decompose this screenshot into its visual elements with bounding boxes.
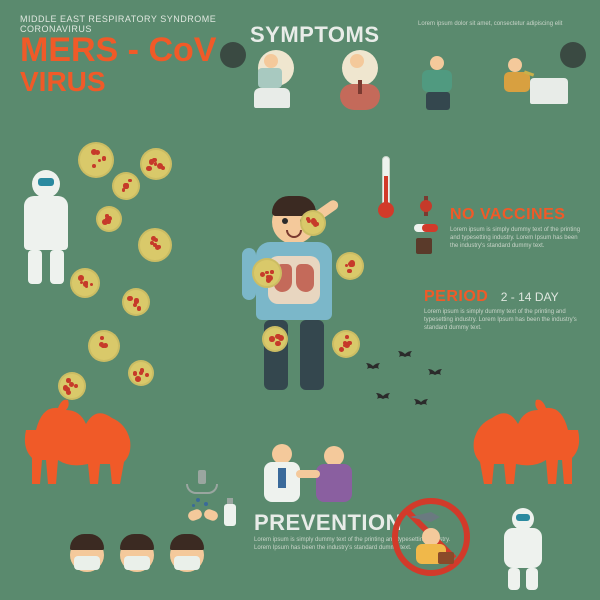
bat-icon (362, 362, 384, 380)
deco-dot-1 (220, 42, 246, 68)
virion (122, 288, 150, 316)
hazmat-figure-right (500, 508, 546, 592)
deco-dot-2 (560, 42, 586, 68)
period-row: PERIOD 2 - 14 DAY (424, 288, 559, 306)
virion (78, 142, 114, 178)
prevention-doctor (264, 444, 364, 512)
section-heading-novaccines: NO VACCINES (450, 206, 565, 224)
virion (96, 206, 122, 232)
symptom-toilet (252, 50, 330, 124)
period-value: 2 - 14 DAY (501, 290, 559, 304)
virion (332, 330, 360, 358)
period-lorem: Lorem ipsum is simply dummy text of the … (424, 308, 584, 332)
section-heading-prevention: PREVENTION (254, 510, 402, 536)
virion (262, 326, 288, 352)
infographic-canvas: MIDDLE EAST RESPIRATORY SYNDROME CORONAV… (0, 0, 600, 600)
prevention-notravel (392, 498, 470, 576)
virion (58, 372, 86, 400)
bat-icon (394, 350, 416, 368)
virion (252, 258, 282, 288)
virion (88, 330, 120, 362)
camel-right (460, 392, 580, 492)
bat-icon (424, 368, 446, 386)
symptoms-lorem: Lorem ipsum dolor sit amet, consectetur … (418, 20, 578, 28)
bat-icon (410, 398, 432, 416)
camel-left (24, 392, 144, 492)
bat-icon (372, 392, 394, 410)
central-sick-person (228, 200, 358, 410)
vaccine-icons (414, 196, 444, 256)
virion (138, 228, 172, 262)
virion (140, 148, 172, 180)
symptoms-row (252, 50, 582, 124)
section-heading-period: PERIOD (424, 288, 488, 305)
virion (70, 268, 100, 298)
novaccines-lorem: Lorem ipsum is simply dummy text of the … (450, 226, 586, 250)
prevention-washhands (176, 470, 236, 540)
header-title-virus: VIRUS (20, 66, 280, 98)
hazmat-figure-left (18, 170, 74, 290)
virion (336, 252, 364, 280)
virion (128, 360, 154, 386)
thermometer-icon (376, 156, 396, 226)
symptom-lungs (336, 50, 414, 124)
symptom-stomach (420, 50, 498, 124)
section-heading-symptoms: SYMPTOMS (250, 22, 380, 48)
virion (300, 210, 326, 236)
virion (112, 172, 140, 200)
prevention-masks (66, 536, 216, 586)
